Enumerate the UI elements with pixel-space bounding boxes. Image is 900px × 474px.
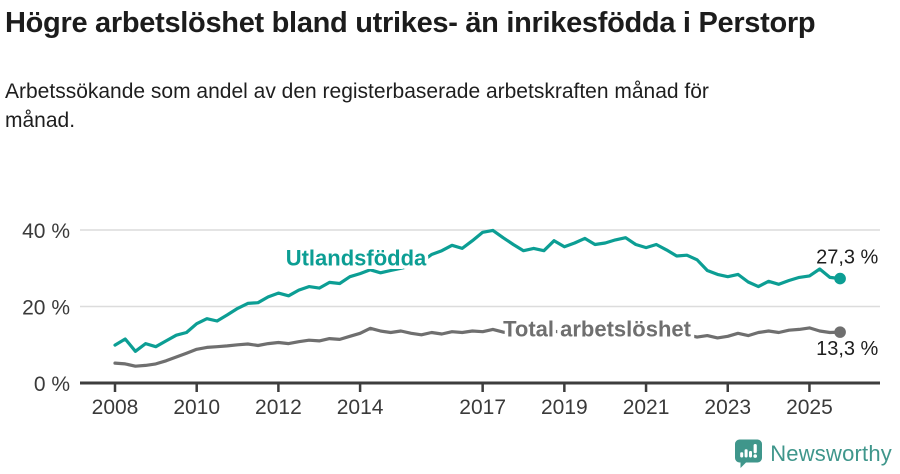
series-label-0: Utlandsfödda (286, 246, 427, 271)
y-tick-label-20: 20 % (22, 297, 70, 320)
x-tick-label-2014: 2014 (337, 396, 384, 419)
newsworthy-logo-icon (735, 439, 763, 468)
x-tick-label-2021: 2021 (623, 396, 670, 419)
series-line-1 (113, 325, 842, 368)
x-tick-label-2017: 2017 (459, 396, 506, 419)
chart-canvas: 0 % 20 % 40 % 2008 2010 2012 2014 2017 2019 2021 2… (22, 220, 880, 419)
line-chart: 0 % 20 % 40 % 2008 2010 2012 2014 2017 2019 2021 2… (0, 195, 900, 430)
x-tick-label-2025: 2025 (786, 396, 833, 419)
page-title: Högre arbetslöshet bland utrikes- än inr… (5, 7, 816, 39)
brand-name: Newsworthy (770, 440, 892, 466)
x-tick-label-2023: 2023 (704, 396, 751, 419)
series-end-dot-0 (834, 272, 846, 285)
x-tick-label-2019: 2019 (541, 396, 588, 419)
chart-header: Högre arbetslöshet bland utrikes- än inr… (5, 6, 865, 135)
chart-subtitle: Arbetssökande som andel av den registerb… (5, 80, 709, 132)
brand-footer: Newsworthy (734, 438, 892, 469)
x-tick-label-2008: 2008 (92, 396, 139, 419)
series-end-dot-1 (834, 326, 846, 338)
series-end-value-1: 13,3 % (816, 338, 878, 360)
x-tick-label-2010: 2010 (173, 396, 220, 419)
series-end-value-0: 27,3 % (816, 247, 878, 269)
y-tick-label-40: 40 % (22, 220, 70, 243)
series-label-1: Total arbetslöshet (503, 316, 692, 341)
x-tick-label-2012: 2012 (255, 396, 302, 419)
y-tick-label-0: 0 % (34, 373, 70, 396)
series-line-0 (113, 228, 842, 353)
